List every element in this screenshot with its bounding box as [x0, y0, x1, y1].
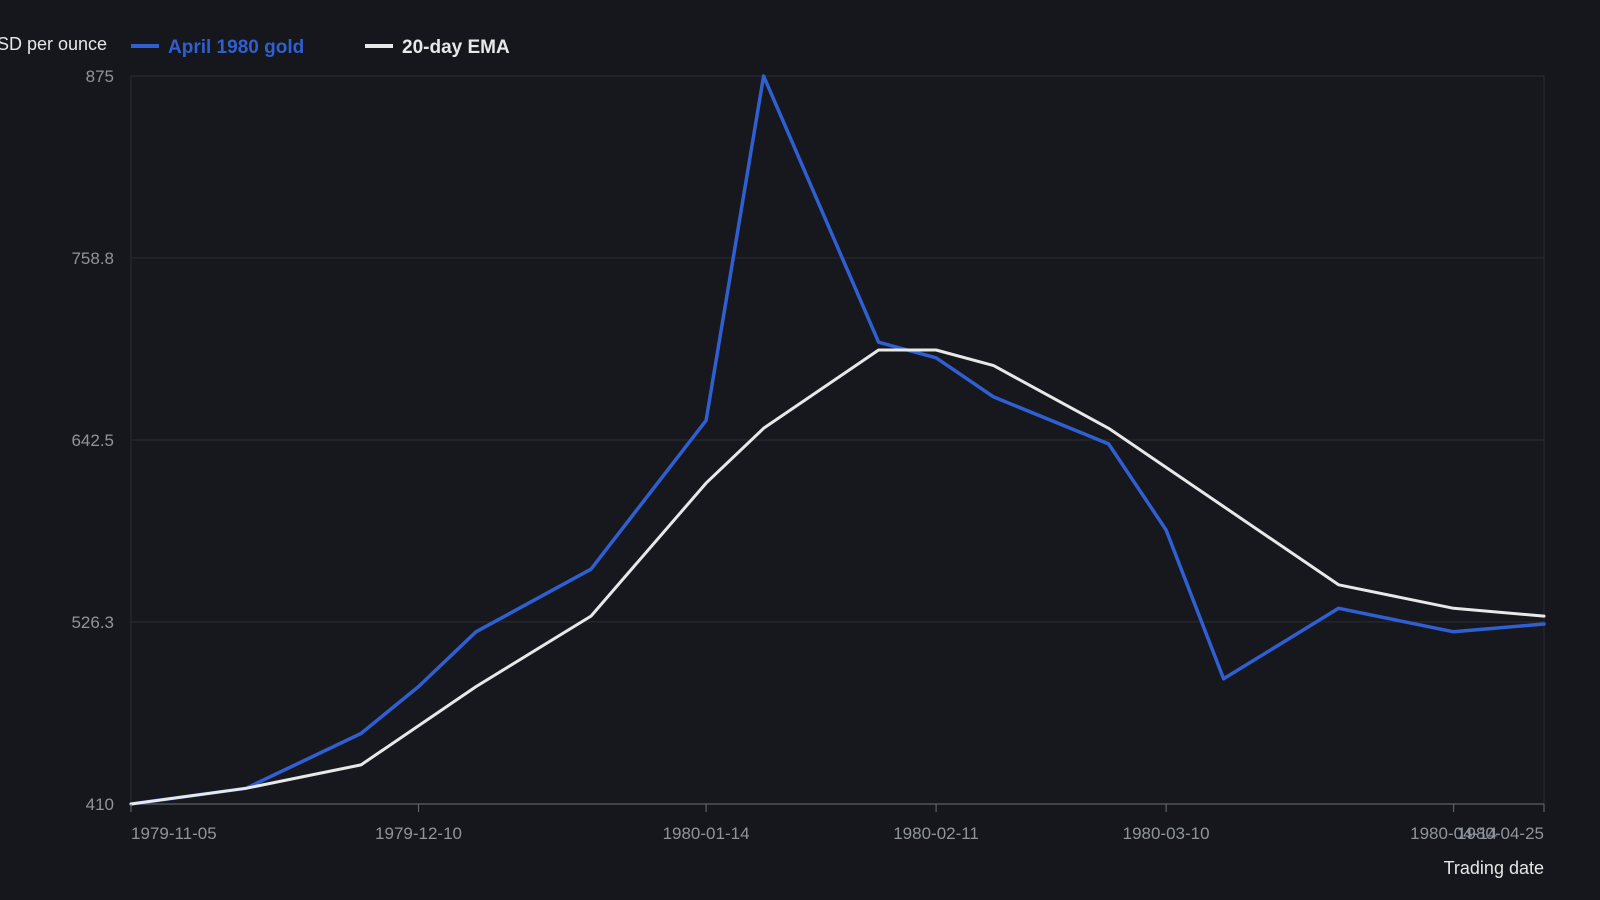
x-tick-label: 1980-01-14: [663, 824, 750, 843]
y-axis-label: USD per ounce: [0, 34, 107, 54]
series-line-april-1980-gold: [129, 74, 1546, 806]
y-tick-label: 758.8: [71, 249, 114, 268]
x-tick-label: 1980-02-11: [893, 824, 979, 843]
x-tick-label: 1980-04-25: [1457, 824, 1544, 843]
y-tick-label: 526.3: [71, 613, 114, 632]
x-tick-label: 1980-03-10: [1123, 824, 1210, 843]
legend-label-20-day-ema: 20-day EMA: [402, 37, 510, 58]
x-axis-label: Trading date: [1444, 858, 1544, 878]
legend: April 1980 gold 20-day EMA: [131, 37, 510, 58]
y-tick-label: 642.5: [71, 431, 114, 450]
x-tick-label: 1979-11-05: [131, 824, 217, 843]
x-tick-label: 1980-04-14: [1410, 824, 1497, 843]
y-tick-label: 410: [86, 795, 114, 814]
y-tick-label: 875: [86, 67, 114, 86]
x-tick-label: 1979-12-10: [375, 824, 462, 843]
grid: [131, 75, 1544, 623]
y-ticks: 875 758.8 642.5 526.3 410: [71, 67, 114, 814]
legend-label-april-1980-gold: April 1980 gold: [168, 37, 304, 58]
series-line-20-day-ema: [129, 348, 1546, 806]
series: [129, 74, 1546, 806]
x-ticks: 1979-11-05 1979-12-10 1980-01-14 1980-02-11…: [130, 804, 1545, 843]
